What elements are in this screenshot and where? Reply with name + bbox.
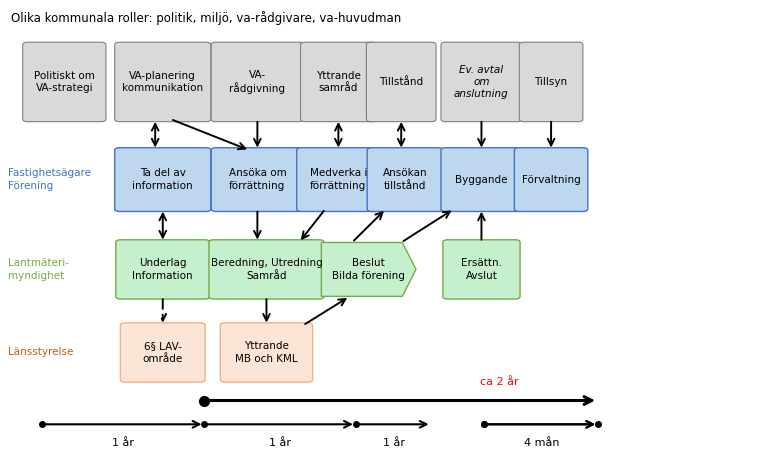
Text: Olika kommunala roller: politik, miljö, va-rådgivare, va-huvudman: Olika kommunala roller: politik, miljö, …	[11, 11, 402, 25]
FancyBboxPatch shape	[366, 42, 436, 122]
Text: Ta del av
information: Ta del av information	[132, 168, 193, 191]
FancyBboxPatch shape	[220, 323, 313, 382]
Text: Förvaltning: Förvaltning	[522, 175, 581, 185]
Text: Ansöka om
förrättning: Ansöka om förrättning	[229, 168, 286, 191]
Text: 1 år: 1 år	[382, 438, 405, 448]
Text: Yttrande
MB och KML: Yttrande MB och KML	[235, 341, 298, 364]
FancyBboxPatch shape	[115, 42, 210, 122]
FancyBboxPatch shape	[519, 42, 583, 122]
Text: Länsstyrelse: Länsstyrelse	[8, 348, 73, 357]
FancyBboxPatch shape	[211, 148, 304, 211]
FancyBboxPatch shape	[515, 148, 587, 211]
Text: Lantmäteri-
myndighet: Lantmäteri- myndighet	[8, 258, 69, 281]
Text: Yttrande
samråd: Yttrande samråd	[316, 71, 361, 93]
Text: Politiskt om
VA-strategi: Politiskt om VA-strategi	[34, 71, 95, 93]
FancyBboxPatch shape	[23, 42, 106, 122]
FancyBboxPatch shape	[441, 148, 522, 211]
Text: 6§ LAV-
område: 6§ LAV- område	[142, 341, 183, 364]
Text: Tillstånd: Tillstånd	[379, 77, 423, 87]
FancyBboxPatch shape	[209, 240, 324, 299]
Text: ca 2 år: ca 2 år	[480, 377, 519, 387]
Text: Ev. avtal
om
anslutning: Ev. avtal om anslutning	[454, 65, 509, 99]
Text: Tillsyn: Tillsyn	[534, 77, 568, 87]
Text: Beredning, Utredning
Samråd: Beredning, Utredning Samråd	[210, 258, 322, 281]
Text: Medverka i
förrättning: Medverka i förrättning	[310, 168, 367, 191]
Text: 4 mån: 4 mån	[524, 438, 559, 448]
FancyBboxPatch shape	[120, 323, 205, 382]
FancyBboxPatch shape	[211, 42, 304, 122]
FancyBboxPatch shape	[115, 148, 210, 211]
FancyBboxPatch shape	[441, 42, 522, 122]
Text: VA-planering
kommunikation: VA-planering kommunikation	[122, 71, 204, 93]
Text: Underlag
Information: Underlag Information	[132, 258, 193, 281]
FancyBboxPatch shape	[367, 148, 443, 211]
FancyBboxPatch shape	[443, 240, 520, 299]
FancyBboxPatch shape	[301, 42, 376, 122]
Text: Byggande: Byggande	[455, 175, 508, 185]
Text: Fastighetsägare
Förening: Fastighetsägare Förening	[8, 168, 91, 191]
Polygon shape	[321, 242, 416, 296]
FancyBboxPatch shape	[297, 148, 380, 211]
FancyBboxPatch shape	[116, 240, 210, 299]
Text: Ersättn.
Avslut: Ersättn. Avslut	[461, 258, 502, 281]
Text: 1 år: 1 år	[112, 438, 135, 448]
Text: 1 år: 1 år	[269, 438, 291, 448]
Text: VA-
rådgivning: VA- rådgivning	[229, 70, 285, 94]
Text: Ansökan
tillstånd: Ansökan tillstånd	[383, 168, 427, 191]
Text: Beslut
Bilda förening: Beslut Bilda förening	[332, 258, 405, 281]
